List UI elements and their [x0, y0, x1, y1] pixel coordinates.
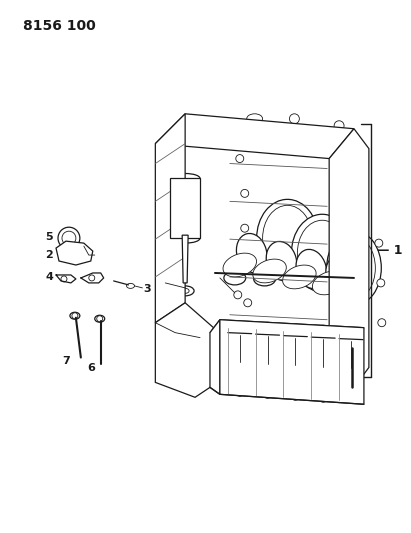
Text: — 1: — 1 — [377, 244, 402, 256]
Circle shape — [355, 229, 363, 237]
Text: 3: 3 — [143, 284, 151, 294]
Ellipse shape — [266, 241, 297, 281]
Circle shape — [350, 155, 358, 163]
Ellipse shape — [312, 271, 346, 295]
Polygon shape — [155, 303, 225, 397]
Ellipse shape — [170, 173, 200, 183]
Circle shape — [61, 276, 67, 282]
Ellipse shape — [224, 271, 246, 285]
Circle shape — [169, 199, 177, 207]
Ellipse shape — [170, 233, 200, 243]
Text: 2: 2 — [45, 250, 53, 260]
Circle shape — [244, 299, 252, 307]
Circle shape — [236, 389, 244, 397]
Ellipse shape — [223, 253, 256, 277]
Polygon shape — [210, 320, 364, 341]
Ellipse shape — [127, 284, 134, 288]
Ellipse shape — [170, 214, 200, 224]
Ellipse shape — [193, 130, 208, 138]
Polygon shape — [210, 320, 220, 394]
Ellipse shape — [170, 190, 200, 200]
Ellipse shape — [58, 227, 80, 249]
Ellipse shape — [236, 233, 267, 273]
Circle shape — [165, 139, 175, 149]
Ellipse shape — [95, 315, 105, 322]
Ellipse shape — [176, 286, 194, 296]
Ellipse shape — [66, 247, 82, 259]
Ellipse shape — [170, 179, 200, 188]
Polygon shape — [155, 114, 354, 158]
Ellipse shape — [62, 231, 76, 245]
Ellipse shape — [326, 255, 356, 295]
Circle shape — [377, 279, 385, 287]
Circle shape — [236, 321, 244, 329]
Ellipse shape — [298, 220, 347, 286]
Ellipse shape — [343, 275, 365, 289]
Circle shape — [378, 319, 386, 327]
Circle shape — [241, 259, 249, 267]
Ellipse shape — [70, 312, 80, 319]
Ellipse shape — [284, 273, 305, 287]
Circle shape — [161, 264, 169, 272]
Ellipse shape — [254, 272, 275, 286]
Circle shape — [319, 394, 327, 402]
Circle shape — [241, 224, 249, 232]
Ellipse shape — [327, 231, 381, 305]
Text: 6: 6 — [87, 364, 95, 374]
Ellipse shape — [180, 232, 190, 238]
Ellipse shape — [346, 341, 358, 348]
Ellipse shape — [263, 205, 312, 271]
Ellipse shape — [291, 214, 353, 292]
Circle shape — [291, 392, 299, 400]
Ellipse shape — [189, 128, 211, 140]
Circle shape — [72, 313, 78, 319]
Ellipse shape — [256, 199, 318, 277]
Text: 8156 100: 8156 100 — [23, 19, 96, 33]
Circle shape — [355, 264, 363, 272]
Ellipse shape — [253, 259, 286, 283]
Circle shape — [161, 169, 169, 177]
Polygon shape — [155, 114, 185, 322]
Ellipse shape — [313, 274, 335, 288]
Circle shape — [347, 327, 355, 335]
Circle shape — [236, 155, 244, 163]
Circle shape — [350, 299, 358, 307]
Polygon shape — [225, 129, 369, 387]
Circle shape — [97, 316, 103, 322]
Polygon shape — [56, 241, 93, 265]
Circle shape — [263, 322, 272, 330]
Text: 7: 7 — [62, 356, 70, 366]
Ellipse shape — [283, 265, 316, 289]
Circle shape — [319, 325, 327, 333]
Polygon shape — [182, 235, 188, 283]
Polygon shape — [170, 179, 200, 238]
Circle shape — [171, 234, 179, 242]
Circle shape — [263, 390, 272, 398]
Circle shape — [234, 291, 242, 299]
Circle shape — [89, 275, 95, 281]
Circle shape — [289, 114, 299, 124]
Ellipse shape — [181, 288, 189, 293]
Ellipse shape — [247, 114, 263, 124]
Circle shape — [355, 189, 363, 197]
Ellipse shape — [170, 203, 200, 212]
Ellipse shape — [332, 237, 375, 300]
Ellipse shape — [296, 249, 327, 288]
Circle shape — [334, 121, 344, 131]
Circle shape — [241, 189, 249, 197]
Text: 5: 5 — [45, 232, 53, 242]
Circle shape — [291, 324, 299, 332]
Circle shape — [375, 239, 383, 247]
Text: 4: 4 — [45, 272, 53, 282]
Polygon shape — [220, 320, 364, 404]
